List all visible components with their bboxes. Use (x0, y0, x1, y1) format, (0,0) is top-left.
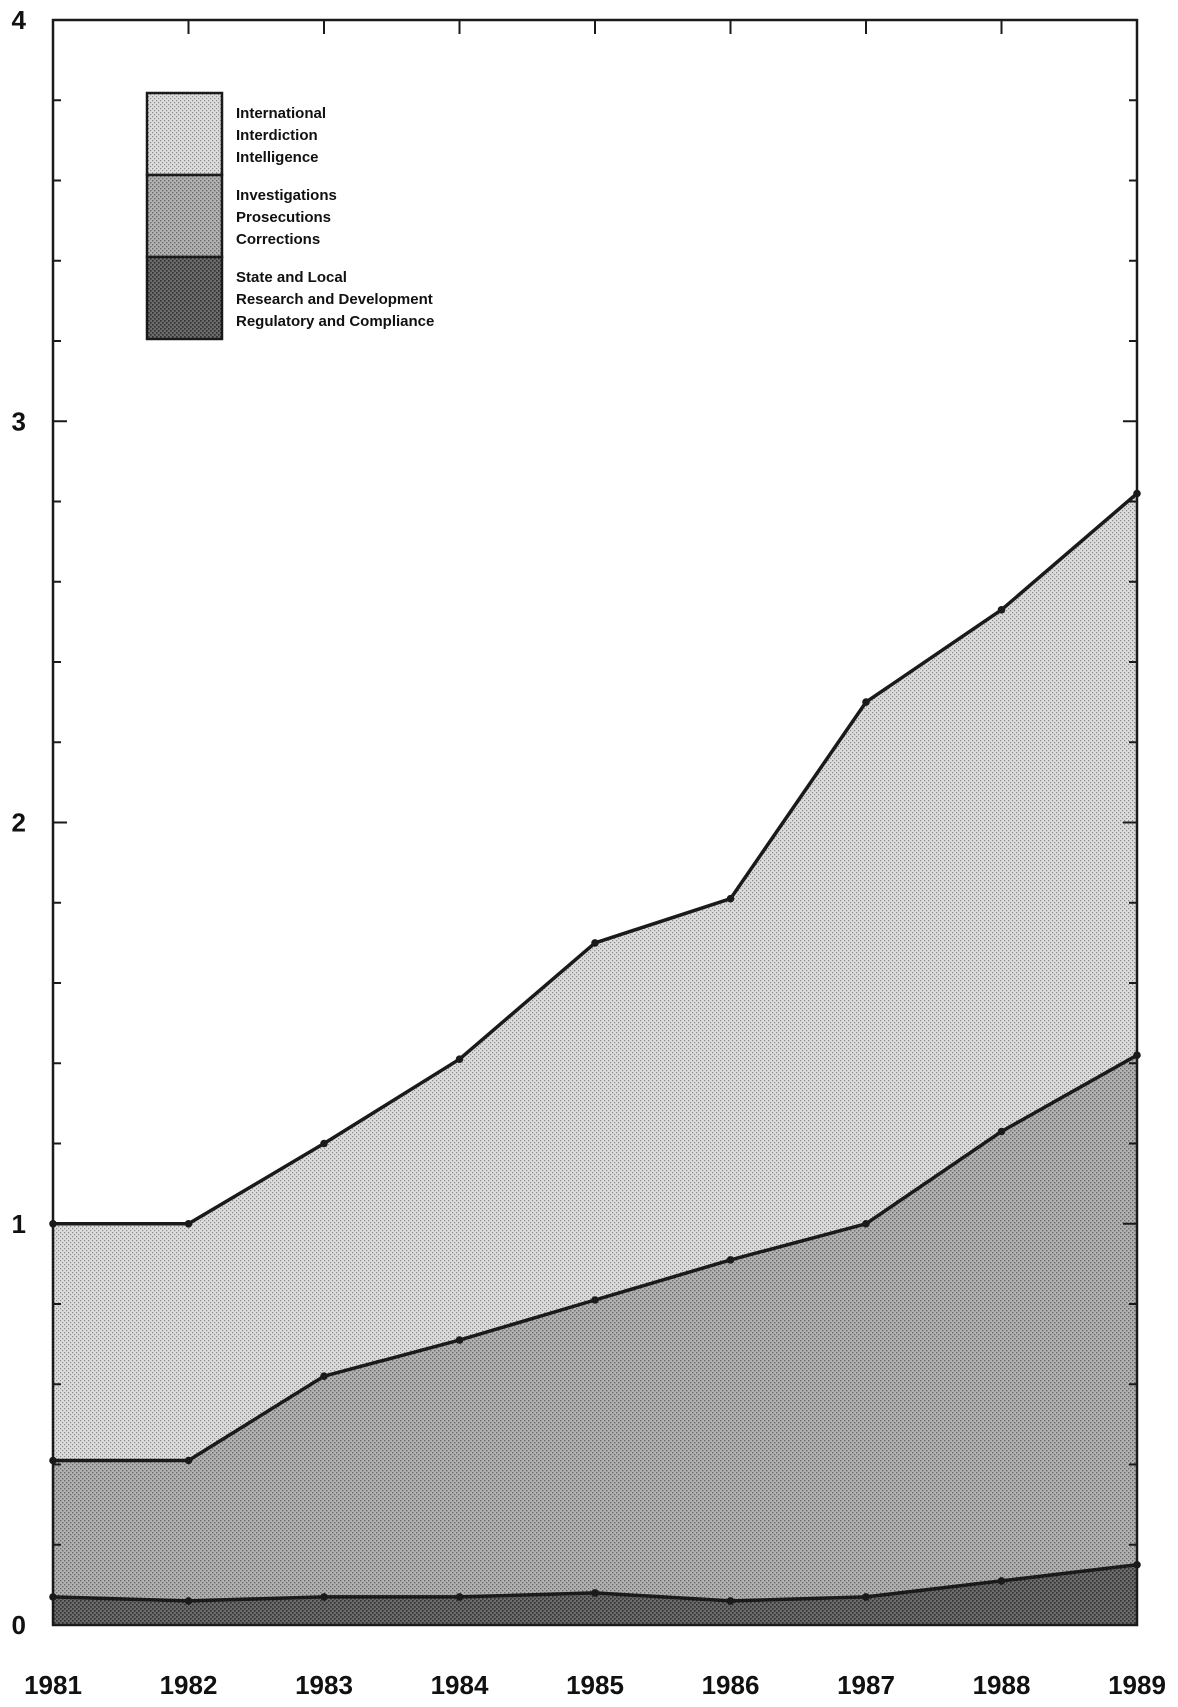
areas-layer (53, 493, 1137, 1625)
y-tick-label-1: 1 (12, 1209, 26, 1239)
tick-labels-layer: 1981 1982 1983 1984 1985 1986 1987 1988 1989 0 1 2 3… (12, 5, 1166, 1700)
x-tick-label-1989: 1989 (1108, 1670, 1166, 1700)
data-point-international_interdiction_intelligence-1982 (184, 1220, 193, 1228)
area-investigations_prosecutions_corrections (53, 1055, 1137, 1601)
x-tick-label-1983: 1983 (295, 1670, 353, 1700)
y-tick-label-3: 3 (12, 406, 26, 436)
data-point-investigations_prosecutions_corrections-1987 (862, 1220, 870, 1228)
legend-label-international_interdiction_intelligence-0: International (236, 105, 326, 122)
data-point-state_research_regulatory-1988 (997, 1577, 1006, 1585)
data-point-international_interdiction_intelligence-1984 (455, 1055, 464, 1063)
y-tick-label-0: 0 (12, 1610, 26, 1640)
legend-label-international_interdiction_intelligence-2: Intelligence (236, 149, 319, 166)
legend-label-investigations_prosecutions_corrections-2: Corrections (236, 231, 320, 248)
data-point-state_research_regulatory-1982 (184, 1597, 193, 1605)
data-point-investigations_prosecutions_corrections-1982 (184, 1456, 193, 1465)
data-point-state_research_regulatory-1985 (591, 1589, 599, 1597)
data-point-international_interdiction_intelligence-1985 (591, 939, 599, 947)
area-international_interdiction_intelligence (53, 493, 1137, 1461)
data-point-international_interdiction_intelligence-1983 (320, 1139, 328, 1148)
legend-swatch-international_interdiction_intelligence (145, 91, 224, 177)
data-point-international_interdiction_intelligence-1987 (862, 698, 870, 706)
legend-label-investigations_prosecutions_corrections-1: Prosecutions (236, 209, 331, 226)
data-point-international_interdiction_intelligence-1986 (726, 894, 735, 903)
x-tick-label-1988: 1988 (973, 1670, 1031, 1700)
data-point-state_research_regulatory-1983 (320, 1593, 328, 1601)
x-tick-label-1981: 1981 (24, 1670, 82, 1700)
x-tick-label-1986: 1986 (702, 1670, 760, 1700)
legend-label-state_research_regulatory-1: Research and Development (236, 291, 433, 308)
axis-ticks-layer (52, 19, 1138, 1626)
data-point-international_interdiction_intelligence-1988 (997, 606, 1006, 614)
legend: International Interdiction Intelligence Inv… (145, 91, 434, 341)
data-point-investigations_prosecutions_corrections-1985 (591, 1296, 599, 1304)
data-point-investigations_prosecutions_corrections-1986 (726, 1256, 735, 1264)
legend-label-investigations_prosecutions_corrections-0: Investigations (236, 187, 337, 204)
data-point-investigations_prosecutions_corrections-1988 (997, 1127, 1006, 1136)
data-point-state_research_regulatory-1984 (455, 1593, 464, 1601)
y-tick-label-2: 2 (12, 808, 26, 838)
boundary-lines-layer (49, 489, 1141, 1605)
legend-swatch-state_research_regulatory (145, 255, 224, 341)
x-tick-label-1985: 1985 (566, 1670, 624, 1700)
data-point-state_research_regulatory-1987 (862, 1593, 870, 1601)
data-point-investigations_prosecutions_corrections-1983 (320, 1372, 328, 1380)
legend-label-state_research_regulatory-0: State and Local (236, 269, 347, 286)
x-tick-label-1984: 1984 (431, 1670, 489, 1700)
legend-label-international_interdiction_intelligence-1: Interdiction (236, 127, 318, 144)
data-point-investigations_prosecutions_corrections-1984 (455, 1336, 464, 1344)
y-tick-label-4: 4 (12, 5, 27, 35)
data-point-state_research_regulatory-1986 (726, 1597, 735, 1605)
legend-swatch-investigations_prosecutions_corrections (145, 173, 224, 259)
x-tick-label-1982: 1982 (160, 1670, 218, 1700)
legend-label-state_research_regulatory-2: Regulatory and Compliance (236, 313, 434, 330)
x-tick-label-1987: 1987 (837, 1670, 895, 1700)
